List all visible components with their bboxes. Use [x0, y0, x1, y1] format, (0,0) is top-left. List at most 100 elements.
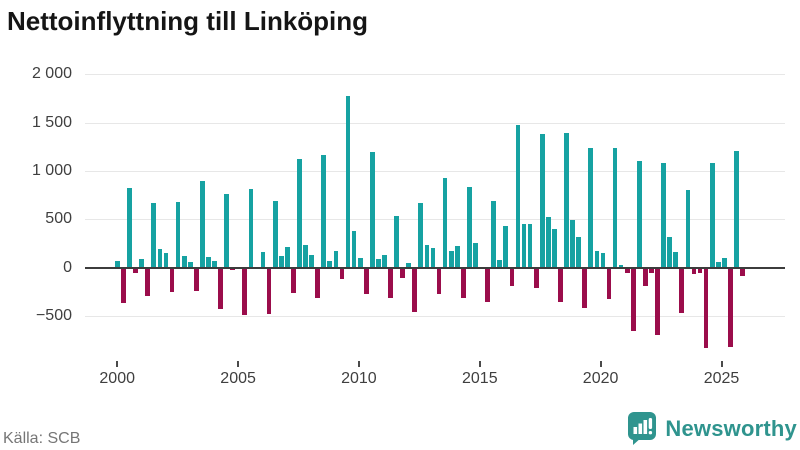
bar-2021-q2 [630, 268, 636, 332]
bar-2011-q1 [382, 255, 387, 268]
bar-2019-q3 [588, 148, 594, 268]
bar-2019-q1 [576, 236, 581, 268]
gridline--500 [85, 316, 785, 317]
bar-2014-q2 [460, 268, 466, 298]
x-axis-label: 2025 [703, 370, 740, 387]
y-axis-label: 1 500 [31, 113, 72, 131]
bar-2011-q4 [400, 268, 405, 278]
bar-2024-q4 [715, 261, 721, 268]
bar-2001-q4 [157, 248, 163, 268]
x-axis-label: 2015 [462, 370, 498, 387]
bar-2022-q2 [655, 268, 660, 335]
bar-2017-q3 [539, 133, 545, 268]
bar-2011-q3 [394, 215, 399, 268]
bar-2017-q4 [545, 216, 551, 268]
bar-2003-q1 [187, 262, 193, 268]
bar-2004-q3 [224, 194, 229, 268]
bar-2009-q3 [345, 96, 351, 268]
bar-2022-q3 [661, 163, 666, 268]
bar-2018-q1 [552, 228, 557, 268]
y-axis-label: 0 [63, 258, 72, 276]
bar-2016-q2 [509, 268, 515, 286]
x-axis-tick [357, 361, 360, 367]
bar-2009-q1 [333, 251, 339, 268]
x-axis-tick [116, 361, 119, 367]
bar-2008-q4 [327, 260, 333, 268]
gridline-2000 [85, 74, 785, 76]
bar-2001-q1 [139, 258, 145, 268]
bar-2023-q4 [691, 268, 697, 275]
bar-2004-q1 [212, 260, 217, 268]
bar-2006-q1 [260, 251, 266, 268]
bar-2013-q4 [448, 250, 454, 268]
bar-2010-q3 [369, 151, 375, 268]
bar-2020-q1 [600, 252, 606, 268]
bar-2018-q3 [564, 133, 569, 268]
bar-2013-q3 [442, 178, 448, 268]
bar-2010-q4 [376, 258, 381, 268]
bar-2007-q2 [291, 268, 296, 293]
bar-2005-q3 [248, 188, 254, 268]
bar-2010-q1 [357, 257, 363, 268]
zero-axis-line [85, 266, 785, 269]
bar-2013-q2 [436, 268, 442, 295]
bar-2009-q2 [339, 268, 345, 279]
bar-2025-q4 [740, 268, 745, 276]
bar-2012-q4 [424, 244, 430, 268]
speech-bubble-bar-chart-icon [628, 412, 657, 445]
bar-2016-q3 [515, 125, 521, 268]
bar-2002-q1 [163, 252, 169, 268]
bar-2002-q3 [175, 201, 181, 268]
source-note: Källa: SCB [3, 430, 81, 447]
bar-2024-q3 [709, 163, 715, 268]
bar-2024-q1 [697, 268, 703, 274]
bar-2018-q2 [558, 268, 563, 302]
x-axis-tick [237, 361, 240, 367]
bar-2007-q1 [284, 246, 290, 268]
brand-name: Newsworthy [665, 415, 797, 441]
bar-2023-q2 [679, 268, 685, 314]
bar-2025-q2 [728, 268, 733, 347]
bar-2006-q3 [272, 200, 278, 268]
bar-2024-q2 [703, 268, 709, 349]
newsworthy-logo: Newsworthy [627, 411, 797, 446]
bar-2025-q3 [734, 151, 739, 268]
x-axis-tick [478, 361, 481, 367]
bar-2012-q3 [418, 203, 424, 268]
bar-2007-q4 [303, 245, 308, 268]
gridline-500 [85, 219, 785, 221]
bar-2007-q3 [297, 158, 302, 268]
bar-2000-q3 [127, 187, 132, 268]
bar-2011-q2 [388, 268, 393, 298]
y-axis-label: −500 [35, 307, 72, 324]
bar-2006-q4 [278, 256, 284, 268]
bar-2020-q4 [618, 264, 624, 268]
bar-2021-q1 [624, 268, 630, 274]
bar-2009-q4 [351, 231, 357, 268]
bar-2014-q3 [467, 187, 472, 268]
bar-2023-q3 [685, 190, 691, 268]
bar-2005-q2 [242, 268, 248, 316]
x-axis-label: 2010 [341, 370, 377, 387]
bar-2016-q1 [503, 226, 509, 268]
bar-2013-q1 [430, 248, 436, 268]
bar-2019-q4 [594, 251, 600, 268]
bar-2000-q4 [133, 268, 138, 273]
x-axis-label: 2005 [220, 370, 256, 387]
bar-2015-q2 [485, 268, 490, 302]
gridline-1500 [85, 122, 785, 124]
bar-2015-q3 [491, 201, 497, 268]
bar-2021-q4 [643, 268, 648, 287]
bar-2020-q2 [606, 268, 612, 300]
bar-2008-q2 [315, 268, 321, 299]
y-axis-label: 500 [45, 210, 72, 228]
bar-2022-q4 [667, 236, 673, 268]
bar-2012-q2 [412, 268, 418, 312]
bar-2018-q4 [570, 219, 575, 268]
bar-2003-q4 [206, 256, 211, 268]
bar-2014-q1 [454, 245, 460, 268]
bar-2003-q3 [200, 181, 205, 268]
bar-2021-q3 [636, 160, 642, 268]
bar-2023-q1 [673, 252, 679, 268]
